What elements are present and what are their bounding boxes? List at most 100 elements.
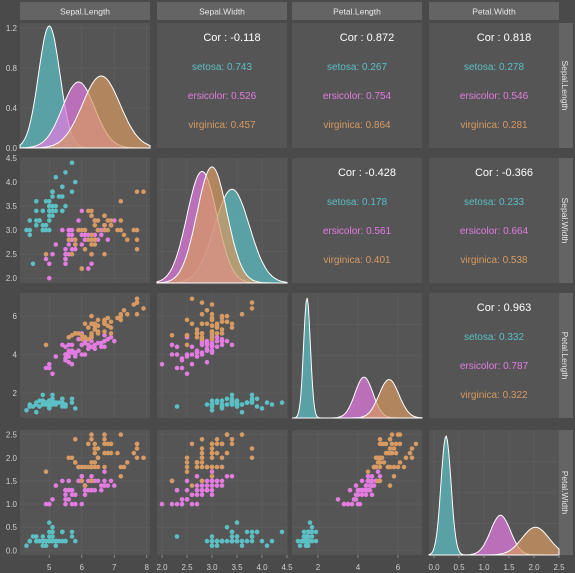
x-tick-label: 3.0	[206, 563, 218, 572]
point-virginica	[239, 432, 245, 437]
point-versicolor	[76, 478, 81, 484]
point-setosa	[313, 529, 319, 535]
corr-group-0: setosa: 0.233	[464, 197, 524, 208]
point-setosa	[50, 398, 55, 404]
point-setosa	[73, 179, 78, 185]
point-virginica	[199, 446, 205, 451]
point-setosa	[30, 261, 36, 267]
point-setosa	[53, 538, 59, 544]
point-virginica	[204, 308, 210, 313]
point-versicolor	[66, 227, 72, 233]
point-versicolor	[174, 501, 180, 507]
y-tick-label: 2	[13, 389, 18, 398]
corr-group-2: virginica: 0.401	[323, 255, 391, 266]
point-versicolor	[86, 478, 91, 484]
point-virginica	[95, 446, 101, 451]
point-versicolor	[214, 338, 220, 344]
point-setosa	[73, 406, 78, 411]
point-setosa	[249, 534, 255, 539]
point-versicolor	[76, 218, 81, 223]
corr-group-0: setosa: 0.278	[464, 62, 524, 73]
panel-1-3	[429, 158, 559, 283]
y-tick-label: 2.5	[6, 431, 18, 440]
point-setosa	[24, 543, 29, 548]
corr-overall: Cor : -0.118	[203, 32, 260, 44]
y-tick-label: 1.2	[6, 24, 18, 33]
point-virginica	[92, 460, 98, 465]
point-versicolor	[194, 487, 200, 493]
point-versicolor	[229, 342, 235, 348]
point-setosa	[279, 400, 285, 405]
point-versicolor	[63, 352, 68, 357]
point-setosa	[209, 534, 215, 539]
point-versicolor	[89, 487, 94, 493]
point-setosa	[34, 538, 39, 544]
point-setosa	[53, 208, 59, 214]
strip-top-bg-2	[292, 2, 422, 20]
point-versicolor	[102, 333, 107, 338]
point-virginica	[89, 242, 94, 247]
scatter-panel-2-0	[24, 296, 146, 415]
point-versicolor	[189, 492, 195, 498]
point-setosa	[224, 402, 230, 407]
corr-group-1: ersicolor: 0.546	[460, 91, 529, 102]
point-virginica	[224, 319, 230, 325]
point-virginica	[141, 455, 146, 461]
point-versicolor	[112, 483, 117, 488]
point-versicolor	[367, 483, 373, 488]
point-versicolor	[47, 365, 52, 371]
point-virginica	[121, 308, 127, 313]
point-virginica	[224, 450, 230, 456]
point-virginica	[115, 450, 120, 456]
point-versicolor	[86, 346, 91, 352]
point-virginica	[131, 450, 137, 456]
point-virginica	[383, 441, 389, 447]
point-versicolor	[199, 483, 205, 488]
point-versicolor	[92, 478, 98, 484]
point-versicolor	[214, 344, 220, 350]
point-virginica	[89, 213, 94, 218]
point-setosa	[56, 538, 62, 544]
point-versicolor	[102, 338, 107, 344]
point-virginica	[134, 296, 140, 302]
point-setosa	[60, 396, 65, 402]
x-tick-label: 6	[80, 563, 85, 572]
point-virginica	[43, 469, 49, 475]
corr-group-1: ersicolor: 0.561	[323, 226, 392, 237]
point-virginica	[239, 311, 245, 317]
point-setosa	[313, 538, 319, 544]
point-setosa	[174, 404, 180, 409]
x-tick-label: 7	[112, 563, 117, 572]
point-virginica	[43, 251, 49, 257]
point-setosa	[53, 174, 59, 180]
x-tick-label: 2.0	[156, 563, 168, 572]
point-virginica	[134, 441, 140, 447]
point-virginica	[219, 319, 225, 325]
x-tick-label: 4.0	[256, 563, 268, 572]
point-virginica	[102, 213, 107, 218]
corr-group-2: virginica: 0.538	[460, 255, 528, 266]
point-virginica	[229, 321, 235, 327]
density-panel-0	[19, 25, 151, 149]
point-setosa	[50, 208, 55, 214]
point-versicolor	[335, 497, 341, 502]
point-virginica	[89, 313, 94, 319]
point-virginica	[131, 227, 137, 233]
point-versicolor	[89, 474, 94, 479]
point-setosa	[301, 529, 307, 535]
point-versicolor	[99, 232, 104, 238]
point-versicolor	[102, 344, 107, 350]
point-versicolor	[73, 247, 78, 252]
point-virginica	[92, 323, 98, 329]
point-setosa	[50, 538, 55, 544]
density-panel-1	[156, 166, 288, 284]
point-virginica	[194, 331, 200, 336]
point-versicolor	[363, 492, 369, 498]
point-versicolor	[347, 487, 353, 493]
density-virginica	[156, 166, 287, 284]
point-virginica	[214, 321, 220, 327]
point-setosa	[43, 538, 49, 544]
point-virginica	[199, 455, 205, 461]
point-versicolor	[357, 487, 363, 493]
point-versicolor	[69, 487, 75, 493]
